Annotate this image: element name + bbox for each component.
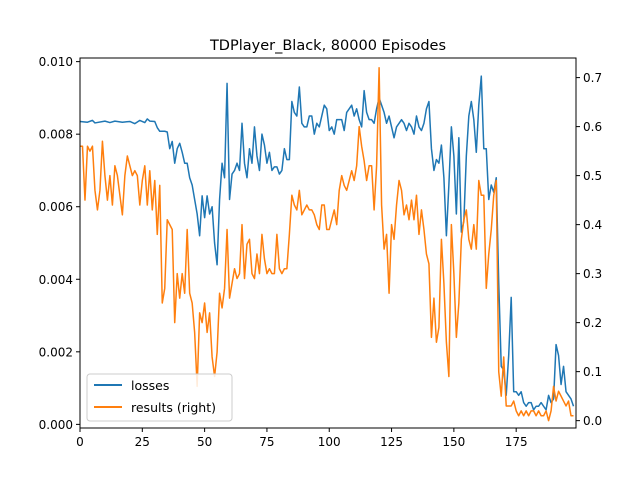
legend: losses results (right) [86, 373, 233, 422]
y-left-tick-label: 0.006 [39, 200, 73, 214]
x-tick-label: 25 [135, 435, 150, 449]
y-left-tick-label: 0.002 [39, 345, 73, 359]
y-right-tick-label: 0.4 [583, 218, 602, 232]
x-tick-label: 175 [505, 435, 528, 449]
y-right-tick-label: 0.6 [583, 120, 602, 134]
x-tick-label: 75 [259, 435, 274, 449]
series-layer [80, 67, 575, 422]
x-tick-label: 150 [442, 435, 465, 449]
chart-title: TDPlayer_Black, 80000 Episodes [209, 38, 446, 54]
y-axis-left: 0.000 0.002 0.004 0.006 0.008 0.010 [39, 55, 80, 432]
legend-label-results: results (right) [131, 400, 216, 415]
x-tick-label: 125 [380, 435, 403, 449]
x-tick-label: 100 [318, 435, 341, 449]
x-axis: 0 25 50 75 100 125 150 175 [76, 428, 528, 449]
x-tick-label: 0 [76, 435, 84, 449]
series-line-results [80, 67, 574, 422]
y-left-tick-label: 0.010 [39, 55, 73, 69]
y-right-tick-label: 0.5 [583, 169, 602, 183]
y-right-tick-label: 0.0 [583, 414, 602, 428]
y-left-tick-label: 0.004 [39, 273, 73, 287]
y-right-tick-label: 0.7 [583, 71, 602, 85]
plot-frame [79, 57, 577, 429]
y-left-tick-label: 0.000 [39, 418, 73, 432]
legend-label-losses: losses [131, 378, 169, 393]
legend-box [86, 373, 233, 422]
y-left-tick-label: 0.008 [39, 128, 73, 142]
series-line-losses [80, 75, 575, 411]
y-right-tick-label: 0.2 [583, 316, 602, 330]
y-right-tick-label: 0.1 [583, 365, 602, 379]
x-tick-label: 50 [197, 435, 212, 449]
y-right-tick-label: 0.3 [583, 267, 602, 281]
y-axis-right: 0.0 0.1 0.2 0.3 0.4 0.5 0.6 0.7 [576, 71, 602, 428]
